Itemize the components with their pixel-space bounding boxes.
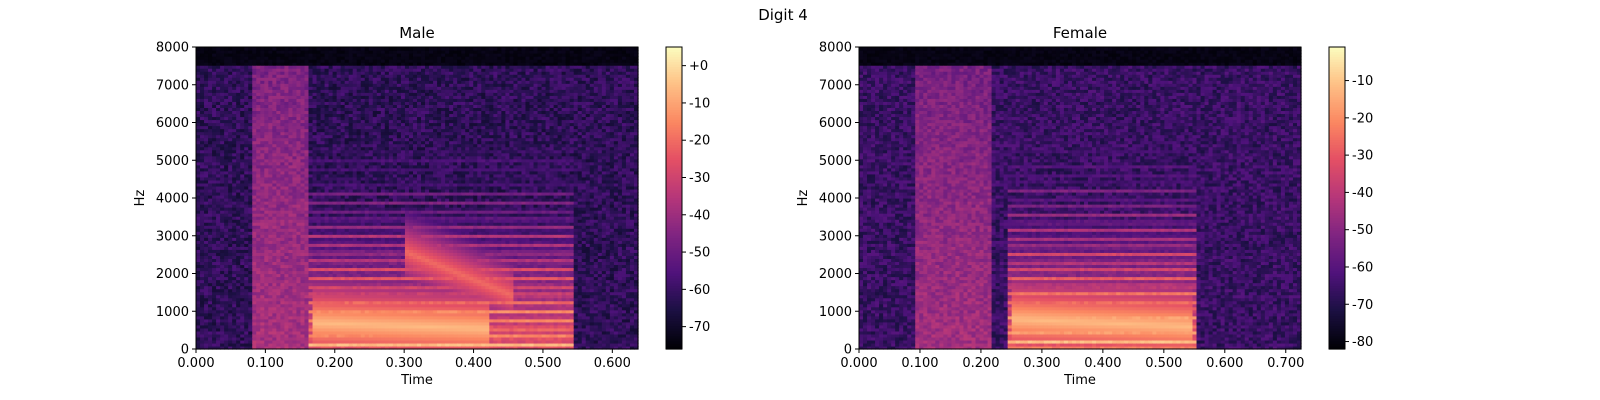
spectrogram-cell	[204, 47, 209, 51]
male-spectrogram-panel: 0.000 0.100 0.200 0.300 0.400 0.500 0.60001000…	[133, 24, 710, 388]
spectrogram-cell	[240, 47, 245, 51]
spectrogram-cell	[244, 47, 249, 51]
spectrogram-cell	[228, 47, 233, 51]
spectrogram-cell	[224, 47, 229, 51]
spectrogram-cell	[216, 47, 221, 51]
spectrogram-cell	[236, 47, 241, 51]
spectrogram-cells	[196, 47, 639, 350]
spectrogram-cell	[260, 47, 265, 51]
spectrogram-cell	[252, 47, 257, 51]
spectrogram-cell	[200, 47, 205, 51]
spectrogram-cell	[208, 47, 213, 51]
figure-title: Digit 4	[758, 6, 808, 24]
spectrogram-cell	[248, 47, 253, 51]
spectrogram-cell	[232, 47, 237, 51]
spectrogram-cell	[256, 47, 261, 51]
spectrogram-cell	[212, 47, 217, 51]
spectrogram-cell	[196, 47, 201, 51]
spectrogram-cell	[220, 47, 225, 51]
